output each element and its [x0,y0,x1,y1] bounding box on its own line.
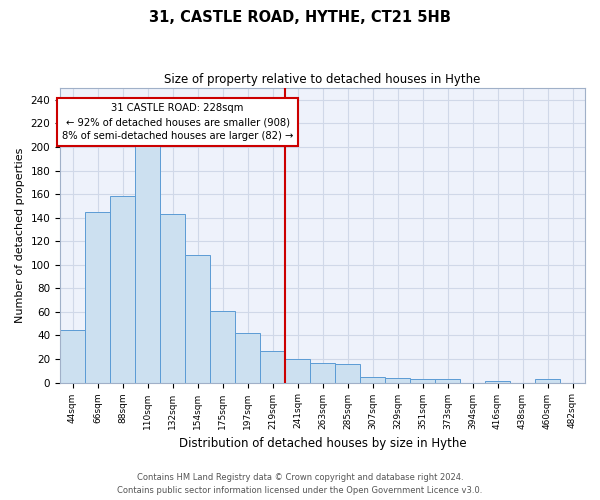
Text: Contains HM Land Registry data © Crown copyright and database right 2024.
Contai: Contains HM Land Registry data © Crown c… [118,474,482,495]
Bar [260,351,285,382]
Bar [535,379,560,382]
Bar [285,359,310,382]
Y-axis label: Number of detached properties: Number of detached properties [15,148,25,323]
Bar [360,376,385,382]
Bar [235,333,260,382]
Bar [110,196,135,382]
Bar [85,212,110,382]
Bar [335,364,360,382]
Bar [185,256,210,382]
Bar [135,146,160,382]
Bar [60,330,85,382]
Bar [310,362,335,382]
Bar [210,310,235,382]
Text: 31, CASTLE ROAD, HYTHE, CT21 5HB: 31, CASTLE ROAD, HYTHE, CT21 5HB [149,10,451,25]
Bar [410,379,435,382]
X-axis label: Distribution of detached houses by size in Hythe: Distribution of detached houses by size … [179,437,466,450]
Text: 31 CASTLE ROAD: 228sqm
← 92% of detached houses are smaller (908)
8% of semi-det: 31 CASTLE ROAD: 228sqm ← 92% of detached… [62,104,293,142]
Bar [435,379,460,382]
Title: Size of property relative to detached houses in Hythe: Size of property relative to detached ho… [164,72,481,86]
Bar [385,378,410,382]
Bar [160,214,185,382]
